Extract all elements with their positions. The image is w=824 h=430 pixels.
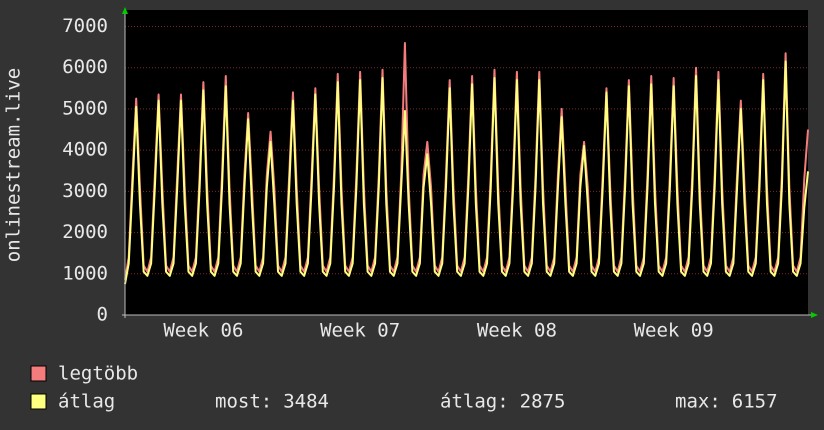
x-tick-label: Week 08 [477, 320, 557, 342]
x-tick-label: Week 06 [163, 320, 243, 342]
y-tick-label: 0 [97, 304, 108, 326]
legend-label: legtöbb [58, 363, 138, 385]
legend-swatch [30, 365, 47, 382]
lines [124, 41, 809, 285]
stat-value: 2875 [520, 391, 566, 413]
legend-swatch [30, 393, 47, 410]
stat-value: 6157 [732, 391, 778, 413]
stat-label: most: [215, 391, 272, 413]
x-tick-label: Week 07 [320, 320, 400, 342]
stat-value: 3484 [283, 391, 329, 413]
stat-label: átlag: [440, 391, 509, 413]
stat-label: max: [675, 391, 721, 413]
y-tick-label: 6000 [62, 56, 108, 78]
x-tick-label: Week 09 [634, 320, 714, 342]
y-tick-label: 3000 [62, 180, 108, 202]
y-axis-label: onlinestream.live [3, 68, 25, 262]
series-line [124, 60, 809, 285]
y-tick-label: 7000 [62, 15, 108, 37]
y-tick-label: 1000 [62, 262, 108, 284]
x-axis-arrow [811, 312, 818, 318]
y-tick-label: 2000 [62, 221, 108, 243]
y-axis-arrow [122, 7, 128, 14]
legend: legtöbb átlag most: 3484 átlag: 2875 max: 6157 [30, 363, 778, 413]
y-tick-label: 5000 [62, 97, 108, 119]
y-tick-label: 4000 [62, 139, 108, 161]
legend-label: átlag [58, 391, 115, 413]
